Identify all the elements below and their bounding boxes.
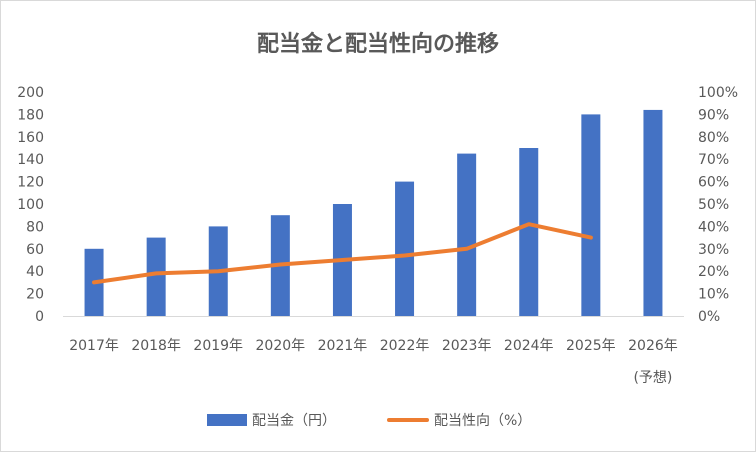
legend-line-label: 配当性向（%） (434, 413, 531, 429)
right-axis-tick-label: 70% (698, 152, 729, 168)
x-axis-tick-sublabel: (予想) (633, 370, 672, 386)
bar (643, 109, 663, 316)
right-axis-tick-label: 20% (698, 264, 729, 280)
x-axis-tick-label: 2017年 (69, 338, 119, 354)
right-axis: 0% 10% 20% 30% 40% 50% 60% 70% 80% 90% 100% (698, 85, 738, 325)
x-axis-tick-label: 2021年 (318, 338, 368, 354)
legend-bar-label: 配当金（円） (252, 413, 336, 429)
right-axis-tick-label: 100% (698, 85, 738, 101)
left-axis-tick-label: 160 (17, 130, 44, 146)
bar (146, 237, 166, 316)
left-axis-tick-label: 180 (17, 107, 44, 123)
left-axis: 0 20 40 60 80 100 120 140 160 180 200 (17, 85, 44, 325)
left-axis-tick-label: 80 (26, 219, 44, 235)
x-axis: 2017年 2018年 2019年 2020年 2021年 2022年 2023年 2024年… (63, 316, 684, 386)
x-axis-tick-label: 2022年 (380, 338, 430, 354)
left-axis-tick-label: 200 (17, 85, 44, 101)
x-axis-tick-label: 2024年 (504, 338, 554, 354)
right-axis-tick-label: 40% (698, 219, 729, 235)
right-axis-tick-label: 90% (698, 107, 729, 123)
legend: 配当金（円） 配当性向（%） (207, 413, 531, 429)
left-axis-tick-label: 100 (17, 197, 44, 213)
right-axis-tick-label: 0% (698, 309, 720, 325)
bar (395, 181, 415, 316)
left-axis-tick-label: 140 (17, 152, 44, 168)
left-axis-tick-label: 40 (26, 264, 44, 280)
bar (581, 114, 601, 317)
right-axis-tick-label: 10% (698, 287, 729, 303)
left-axis-tick-label: 20 (26, 287, 44, 303)
right-axis-tick-label: 30% (698, 242, 729, 258)
left-axis-tick-label: 0 (35, 309, 44, 325)
line-path (92, 222, 593, 285)
left-axis-tick-label: 60 (26, 242, 44, 258)
x-axis-tick-label: 2018年 (131, 338, 181, 354)
x-axis-tick-label: 2025年 (566, 338, 616, 354)
chart-title: 配当金と配当性向の推移 (257, 31, 499, 57)
x-axis-tick-label: 2023年 (442, 338, 492, 354)
legend-bar-swatch (207, 414, 247, 426)
x-axis-tick-label: 2020年 (256, 338, 306, 354)
x-axis-tick-label: 2019年 (193, 338, 243, 354)
bar (519, 148, 539, 316)
bar-series (84, 109, 663, 317)
right-axis-tick-label: 50% (698, 197, 729, 213)
right-axis-tick-label: 60% (698, 175, 729, 191)
bar (457, 153, 477, 316)
line-series (92, 222, 593, 285)
right-axis-tick-label: 80% (698, 130, 729, 146)
left-axis-tick-label: 120 (17, 175, 44, 191)
x-axis-tick-label: 2026年 (628, 338, 678, 354)
